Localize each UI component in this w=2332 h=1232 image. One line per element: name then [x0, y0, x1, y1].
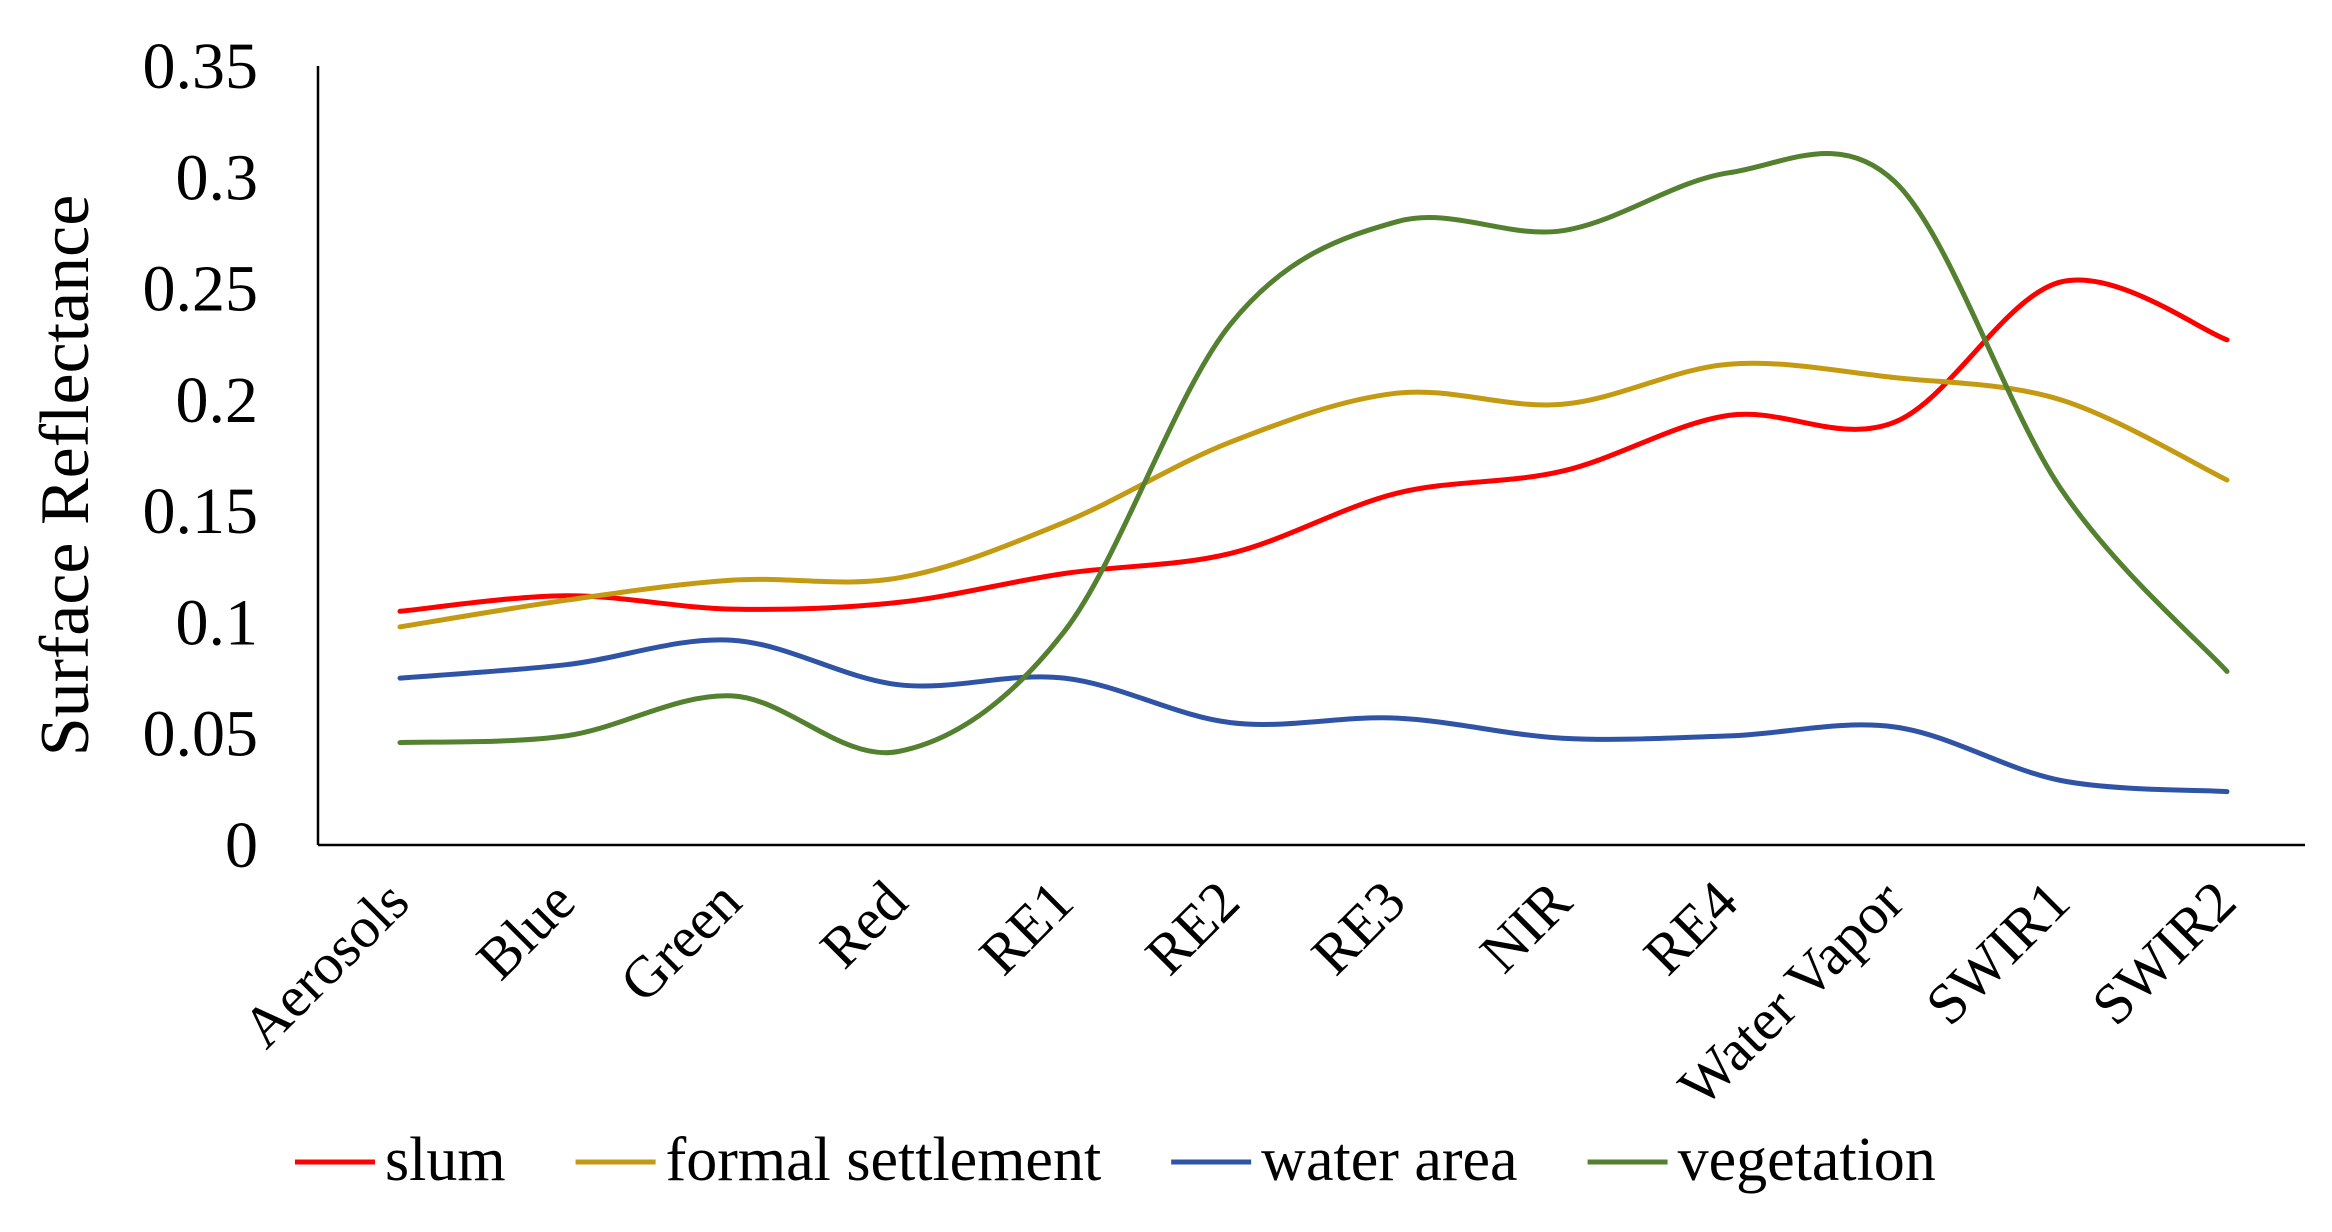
- y-tick-label: 0: [225, 809, 258, 882]
- x-tick-label: RE3: [1299, 868, 1418, 987]
- series-line-vegetation: [397, 151, 2230, 756]
- x-tick-label: RE4: [1631, 868, 1750, 987]
- y-axis-title: Surface Reflectance: [27, 195, 104, 757]
- series-line-water-area: [397, 637, 2230, 795]
- x-tick-label: RE1: [967, 868, 1086, 987]
- x-tick-label: Red: [807, 868, 919, 980]
- y-tick-label: 0.05: [143, 698, 259, 771]
- y-tick-label: 0.3: [176, 141, 259, 214]
- legend-label: vegetation: [1678, 1126, 1936, 1194]
- y-tick-label: 0.35: [143, 30, 259, 103]
- legend-item-formal-settlement: formal settlement: [575, 1126, 1102, 1194]
- x-tick-label: NIR: [1467, 868, 1584, 985]
- x-tick-label: Blue: [464, 868, 587, 991]
- x-tick-label: Green: [607, 868, 753, 1014]
- x-tick-label: SWIR1: [1913, 868, 2082, 1037]
- series-line-formal-settlement: [397, 360, 2230, 630]
- legend-label: water area: [1261, 1126, 1517, 1194]
- y-tick-label: 0.25: [143, 253, 259, 326]
- x-tick-label: SWIR2: [2079, 868, 2248, 1037]
- legend-item-water-area: water area: [1171, 1126, 1518, 1194]
- legend-label: slum: [385, 1126, 506, 1194]
- series-line-slum: [397, 277, 2230, 614]
- legend-item-slum: slum: [295, 1126, 506, 1194]
- x-tick-label: RE2: [1133, 868, 1252, 987]
- y-tick-label: 0.2: [176, 364, 259, 437]
- y-tick-label: 0.1: [176, 586, 259, 659]
- legend-item-vegetation: vegetation: [1587, 1126, 1936, 1194]
- y-tick-label: 0.15: [143, 475, 259, 548]
- x-tick-label: Aerosols: [229, 868, 421, 1060]
- legend-label: formal settlement: [666, 1126, 1102, 1194]
